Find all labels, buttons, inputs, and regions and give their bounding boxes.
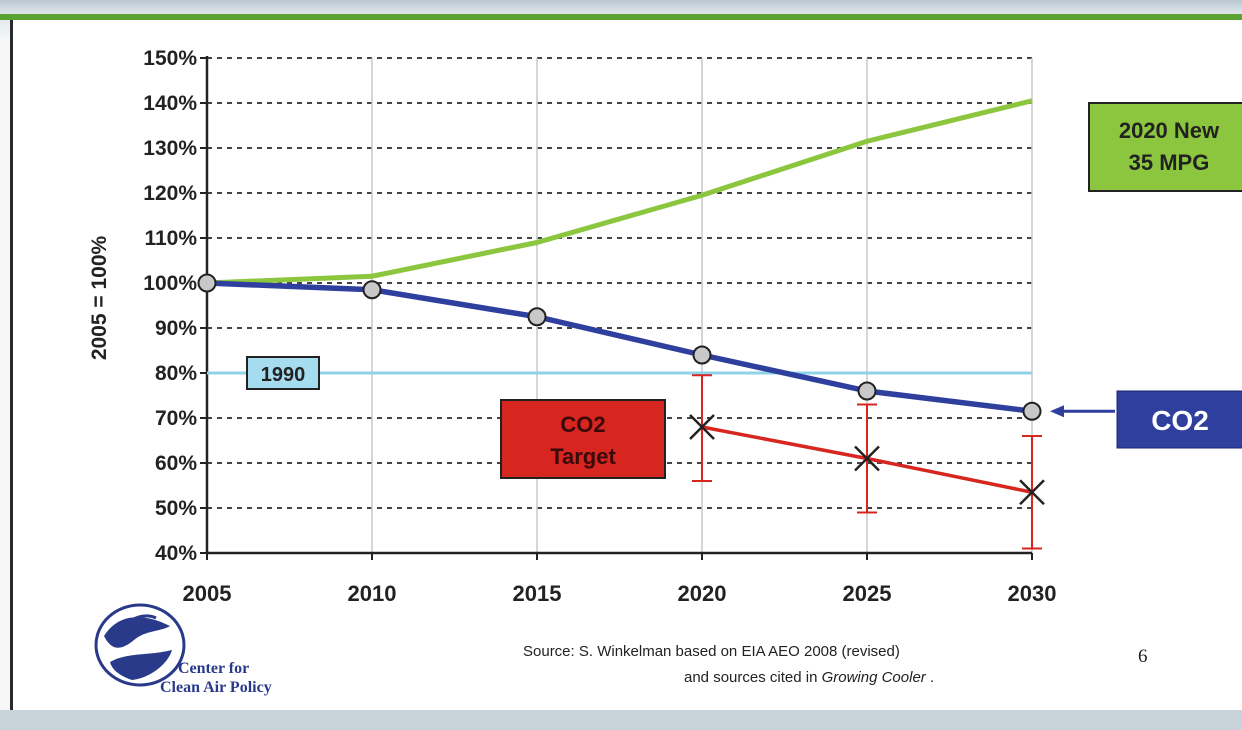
label-35mpg-line: 2020 New [1119, 118, 1220, 143]
y-tick-label: 70% [155, 407, 197, 430]
slide-top-bar [0, 14, 1242, 20]
y-tick-label: 140% [143, 92, 197, 115]
y-tick-label: 130% [143, 137, 197, 160]
point-co2 [362, 280, 382, 300]
y-tick-label: 90% [155, 317, 197, 340]
point-co2-target [854, 445, 880, 472]
reference-label: 1990 [261, 364, 306, 386]
point-co2 [527, 307, 547, 327]
y-axis-label: 2005 = 100% [88, 235, 111, 360]
label-box-co2 [1116, 390, 1242, 449]
page-number: 6 [1138, 646, 1148, 667]
label-co2-target-line: CO2 [560, 412, 605, 437]
y-tick-label: 60% [155, 452, 197, 475]
y-tick-labels: 150% 140% 130% 120% 110% 100% 90% 80% 70% 60% 50% 4… [143, 47, 197, 565]
logo-text-line2: Clean Air Policy [160, 679, 272, 696]
x-tick-labels: 2005 2010 2015 2020 2025 2030 [183, 581, 1057, 606]
x-tick-label: 2025 [843, 581, 892, 606]
x-tick-label: 2015 [513, 581, 562, 606]
label-35mpg-line: 35 MPG [1129, 150, 1210, 175]
point-co2-target [689, 414, 715, 440]
point-co2-target [1019, 479, 1045, 506]
point-co2 [857, 381, 877, 401]
y-tick-label: 100% [143, 272, 197, 295]
series-line-35mpg [206, 98, 1033, 286]
label-box-co2-target [500, 399, 666, 479]
source-line-1: Source: S. Winkelman based on EIA AEO 20… [523, 643, 900, 660]
x-marker-stroke [689, 414, 715, 440]
reference-label-box [246, 356, 320, 390]
series-line-co2 [206, 280, 1033, 414]
x-tick-label: 2030 [1008, 581, 1057, 606]
logo-text-line1: Center for [178, 660, 249, 677]
bottom-strip [0, 710, 1242, 730]
series-labels: 2020 New 35 MPG CO2 CO2 Target [500, 102, 1242, 479]
x-tick-label: 2005 [183, 581, 232, 606]
x-marker-stroke [1019, 479, 1045, 506]
x-tick-label: 2020 [678, 581, 727, 606]
chart-series [197, 98, 1045, 550]
center-for-clean-air-policy-logo: Center for Clean Air Policy [94, 603, 272, 696]
y-tick-label: 40% [155, 542, 197, 565]
point-co2 [197, 273, 217, 293]
point-co2 [1022, 401, 1042, 421]
y-tick-label: 120% [143, 182, 197, 205]
source-line-2: and sources cited in Growing Cooler . [684, 669, 935, 686]
slide [10, 20, 1242, 710]
y-tick-label: 150% [143, 47, 197, 70]
point-co2 [692, 345, 712, 365]
reference-line-1990: 1990 [207, 356, 1032, 390]
co2-arrow-head [1050, 405, 1064, 418]
y-tick-label: 50% [155, 497, 197, 520]
x-tick-label: 2010 [348, 581, 397, 606]
label-co2: CO2 [1151, 405, 1209, 436]
y-tick-label: 110% [144, 227, 197, 250]
x-marker-stroke [854, 445, 880, 472]
label-box-35mpg [1088, 102, 1242, 192]
y-tick-label: 80% [155, 362, 197, 385]
label-co2-target-line: Target [550, 444, 616, 469]
